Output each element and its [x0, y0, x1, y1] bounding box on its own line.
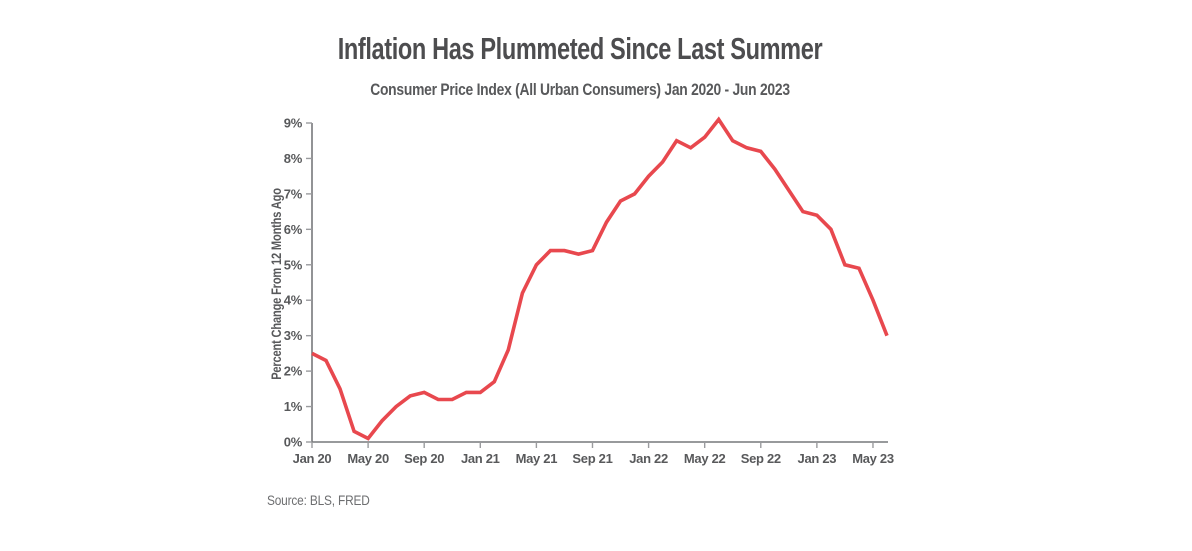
x-tick-label: May 23: [852, 451, 894, 466]
y-tick-label: 4%: [284, 293, 303, 308]
x-tick-label: Jan 23: [798, 451, 837, 466]
x-tick-label: May 22: [684, 451, 726, 466]
x-tick-label: Sep 20: [404, 451, 444, 466]
y-tick-label: 5%: [284, 257, 303, 272]
x-tick-label: May 20: [347, 451, 389, 466]
y-tick-label: 2%: [284, 364, 303, 379]
y-tick-label: 3%: [284, 328, 303, 343]
y-tick-label: 8%: [284, 151, 303, 166]
y-tick-label: 9%: [284, 116, 303, 131]
x-tick-label: May 21: [516, 451, 558, 466]
x-tick-label: Jan 21: [461, 451, 500, 466]
x-tick-label: Sep 21: [572, 451, 612, 466]
chart-title: Inflation Has Plummeted Since Last Summe…: [337, 31, 823, 66]
chart-subtitle: Consumer Price Index (All Urban Consumer…: [370, 81, 790, 99]
cpi-line-chart: 0% 1% 2% 3% 4% 5% 6% 7% 8% 9% Jan 20 May 20 Sep 20 Ja…: [284, 116, 894, 467]
y-tick-label: 0%: [284, 435, 303, 450]
y-tick-label: 7%: [284, 186, 303, 201]
y-tick-label: 1%: [284, 399, 303, 414]
x-tick-label: Jan 20: [293, 451, 332, 466]
y-tick-label: 6%: [284, 222, 303, 237]
source-note: Source: BLS, FRED: [267, 493, 370, 508]
x-tick-label: Sep 22: [741, 451, 781, 466]
x-tick-label: Jan 22: [629, 451, 668, 466]
inflation-line: [311, 116, 889, 441]
